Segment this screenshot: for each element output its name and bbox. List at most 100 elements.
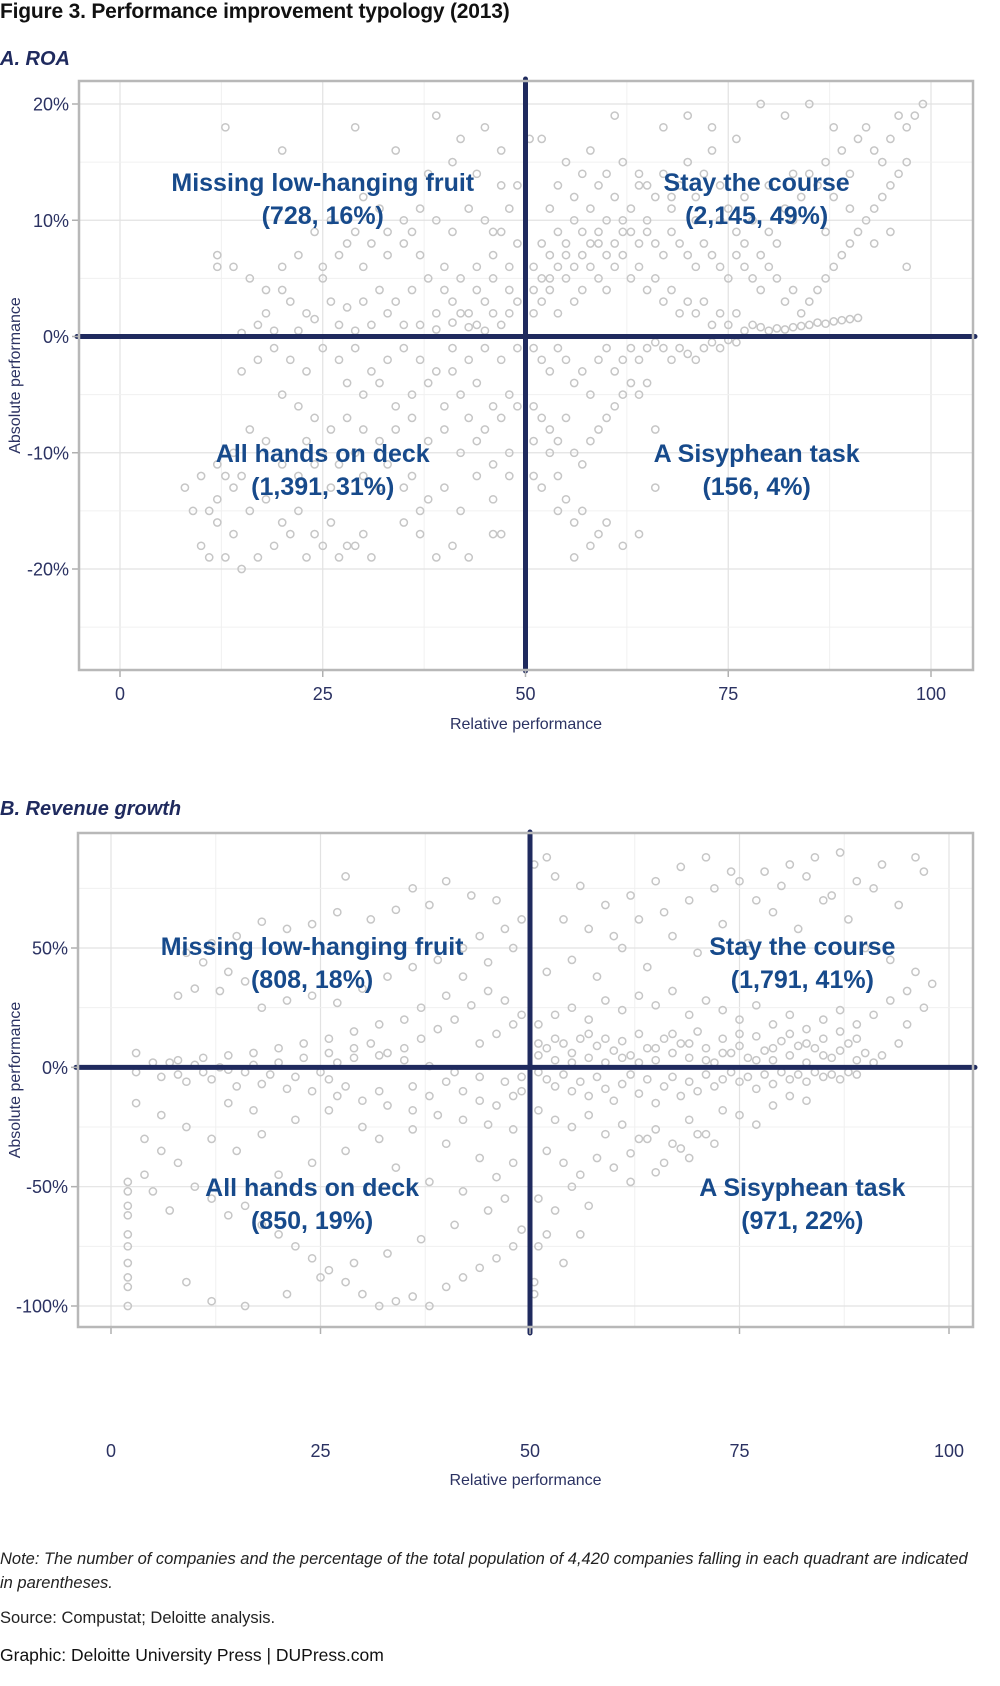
data-point [601,1084,610,1094]
data-point [691,262,701,272]
data-point [123,1241,133,1251]
data-point [537,355,547,365]
data-point [732,308,741,318]
data-point [796,308,806,318]
data-point [553,227,563,237]
data-point [257,1079,267,1089]
data-point [358,1122,367,1132]
data-point [407,227,417,237]
data-point [886,227,895,237]
quadrant-stats-bottom-right: (971, 22%) [741,1207,863,1235]
data-point [399,483,409,492]
x-axis-title: Relative performance [450,716,602,733]
data-point [764,181,774,190]
data-point [415,204,425,213]
data-point [307,1253,317,1263]
data-point [448,343,457,353]
data-point [735,1029,744,1039]
data-point [837,146,847,155]
data-point [796,192,806,202]
data-point [768,1055,778,1065]
data-point [617,1053,627,1063]
data-point [358,192,368,202]
data-point [374,1134,384,1144]
data-point [610,262,620,272]
data-point [869,204,879,213]
data-point [480,215,490,225]
data-point [835,1027,845,1036]
data-point [212,460,222,469]
data-point [513,181,522,190]
quadrant-stats-top-left: (728, 16%) [262,202,384,230]
data-point [835,1046,845,1055]
data-point [190,1182,200,1192]
data-point [617,943,627,953]
data-point [743,938,753,948]
data-point [617,1120,627,1129]
data-point [480,297,490,306]
data-point [285,529,295,539]
data-point [448,157,457,167]
data-point [553,436,563,446]
data-point [294,506,303,516]
data-point [751,895,761,905]
data-point [902,1020,912,1029]
data-point [634,355,644,365]
data-point [701,1070,711,1079]
data-point [626,343,636,353]
data-point [852,1034,862,1044]
data-point [567,1182,577,1192]
data-point [567,1086,577,1096]
quadrant-stats-bottom-left: (850, 19%) [251,1207,373,1235]
data-point [517,1010,526,1020]
data-point [123,1230,133,1239]
data-point [780,204,790,213]
data-point [885,996,895,1005]
data-point [650,425,660,434]
data-point [215,986,225,996]
data-point [785,860,795,869]
data-point [559,1158,568,1168]
data-point [768,1020,778,1029]
data-point [676,1144,686,1153]
graphic-credit: Graphic: Deloitte University Press | DUP… [0,1645,384,1665]
data-point [277,285,287,295]
data-point [788,169,798,179]
data-point [617,1005,627,1015]
data-point [537,134,547,144]
data-point [829,262,839,272]
data-point [586,436,595,446]
data-point [237,564,246,574]
data-point [221,553,230,562]
data-point [207,1194,216,1203]
data-point [683,111,693,120]
data-point [860,1048,870,1058]
data-point [642,1074,652,1084]
data-point [760,1070,769,1079]
data-point [715,308,725,318]
data-point [310,413,319,423]
data-point [707,250,717,260]
data-point [827,1070,837,1079]
data-point [902,157,912,167]
data-point [567,955,577,965]
data-point [861,122,871,132]
data-point [601,996,610,1005]
quadrant-label-top-left: Missing low-hanging fruit [161,933,464,961]
data-point [764,262,774,272]
data-point [190,984,200,993]
data-point [156,1146,166,1156]
data-point [123,1301,133,1311]
data-point [827,891,837,900]
data-point [751,1120,761,1129]
x-axis-title: Relative performance [449,1472,601,1489]
data-point [291,1115,300,1125]
data-point [299,1053,309,1063]
plot-border [77,79,975,672]
data-point [374,1020,384,1029]
data-point [341,1082,350,1091]
data-point [310,529,319,539]
data-point [577,227,587,237]
data-point [550,1206,560,1215]
data-point [229,483,238,492]
